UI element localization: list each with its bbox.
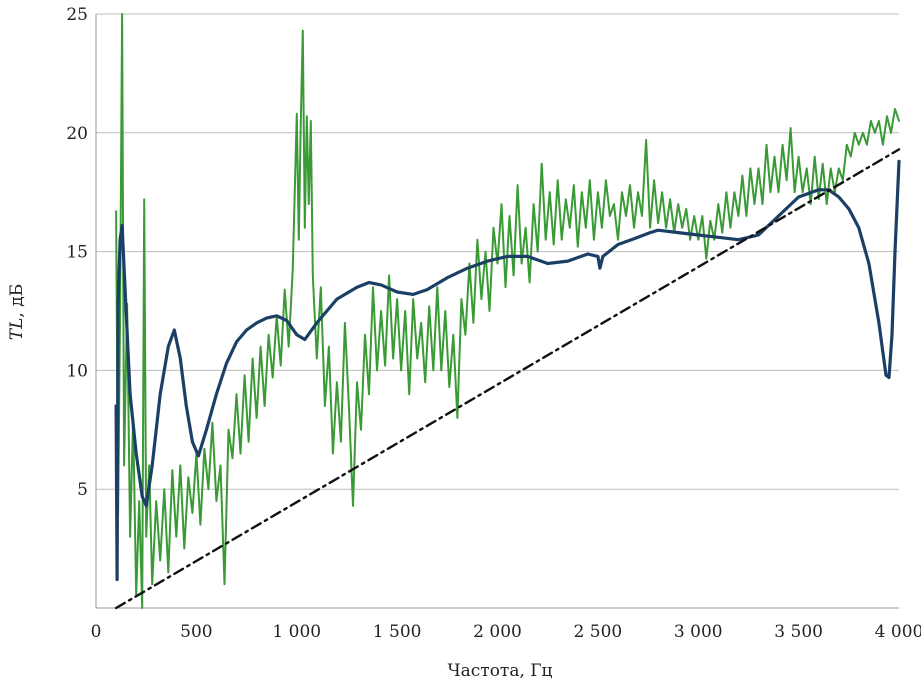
series-line-measured [115,13,900,609]
x-tick-label: 500 [180,622,212,642]
x-tick-label: 0 [91,622,102,642]
x-tick-label: 4 000 [875,622,921,642]
series [114,13,901,610]
series-line-calculated [114,159,901,582]
y-axis-title-unit: , дБ [7,284,27,318]
x-tick-label: 2 500 [574,622,623,642]
y-axis-title-symbol: TL [7,318,27,341]
y-tick-label: 5 [77,480,88,500]
y-tick-label: 10 [66,361,88,381]
y-tick-label: 15 [66,243,88,263]
series-line-trend [114,148,901,610]
x-tick-label: 1 000 [272,622,321,642]
axes [95,14,899,609]
x-tick-label: 3 000 [674,622,723,642]
x-tick-label: 2 000 [473,622,522,642]
x-tick-label: 3 500 [774,622,823,642]
y-tick-label: 25 [66,5,88,25]
x-axis-title: Частота, Гц [448,661,553,681]
y-axis-title: TL, дБ [7,284,27,340]
x-tick-label: 1 500 [373,622,422,642]
y-tick-label: 20 [66,124,88,144]
tick-labels: 0 500 1 000 1 500 2 000 2 500 3 000 3 500 4 000 5… [66,5,921,642]
